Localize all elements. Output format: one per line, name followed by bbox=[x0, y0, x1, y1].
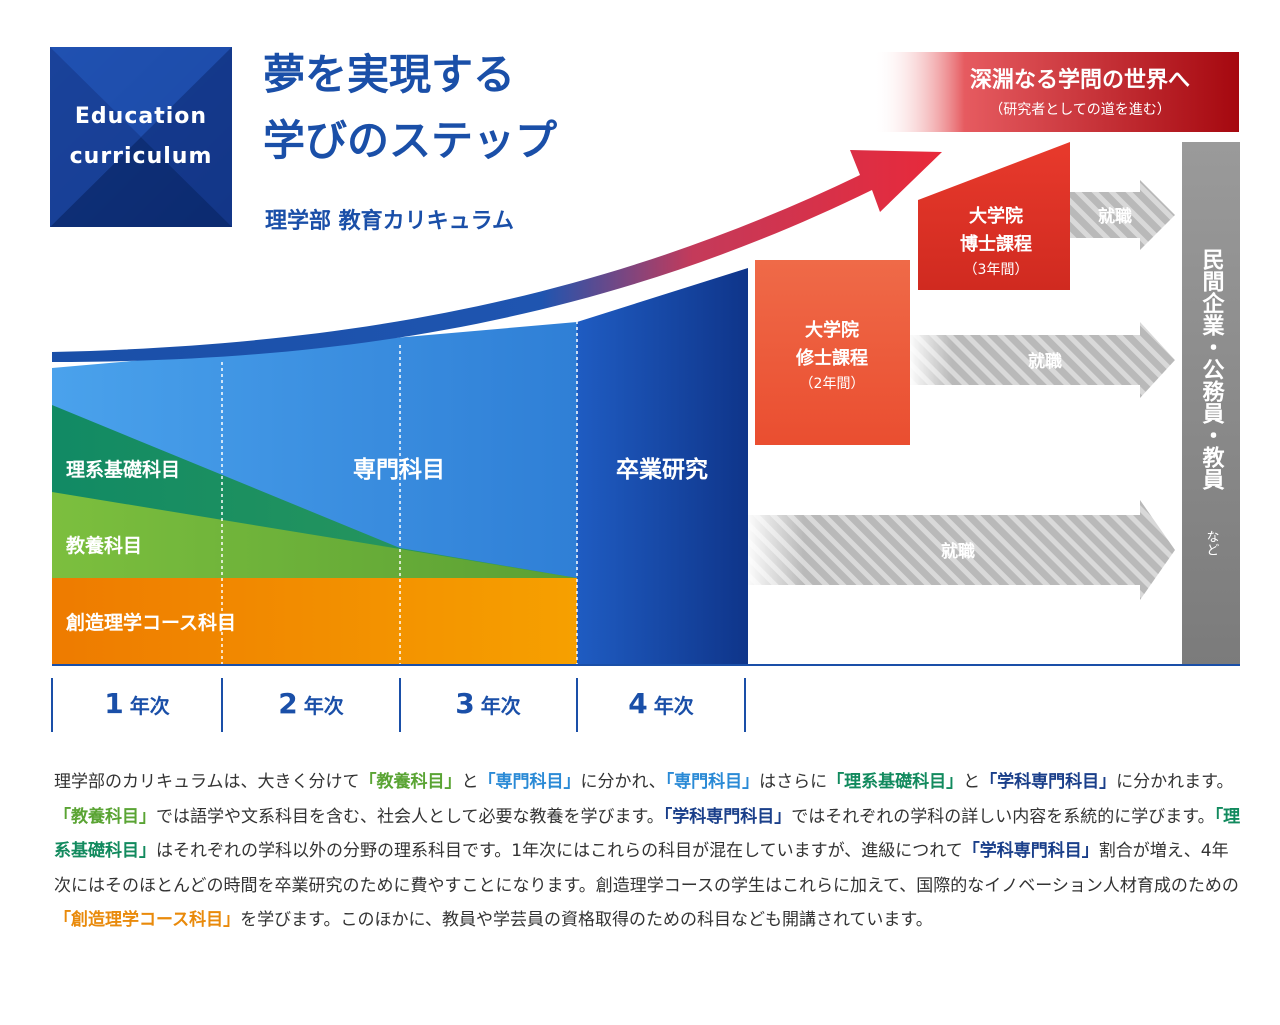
badge-line2: curriculum bbox=[69, 144, 213, 169]
desc-text-9: はそれぞれの学科以外の分野の理系科目です。1年次にはこれらの科目が混在しています… bbox=[156, 841, 963, 861]
liberal-arts-label: 教養科目 bbox=[66, 534, 142, 557]
banner-main-text: 深淵なる学問の世界へ bbox=[970, 67, 1190, 93]
desc-text-6: に分かれます。 bbox=[1116, 772, 1234, 792]
desc-text-11: を学びます。このほかに、教員や学芸員の資格取得のための科目なども開講されています… bbox=[240, 910, 933, 930]
year-2: 2 年次 bbox=[226, 675, 396, 733]
destination-suffix: など bbox=[1204, 530, 1219, 556]
employment-label-bottom: 就職 bbox=[941, 541, 975, 562]
desc-keyword-department: 「学科専門科目」 bbox=[980, 772, 1117, 792]
year-3-num: 3 bbox=[455, 687, 475, 720]
desc-keyword-specialized-2: 「専門科目」 bbox=[665, 772, 760, 792]
desc-keyword-basic-science-2: 「理系基礎科目」 bbox=[54, 806, 1241, 862]
desc-keyword-department-2: 「学科専門科目」 bbox=[663, 806, 792, 827]
desc-text-8: ではそれぞれの学科の詳しい内容を系統的に学びます。 bbox=[791, 806, 1215, 827]
doctoral-line3: （3年間） bbox=[964, 262, 1029, 278]
graduation-research-area bbox=[577, 268, 748, 665]
desc-keyword-department-3: 「学科専門科目」 bbox=[962, 841, 1099, 861]
year-1-unit: 年次 bbox=[129, 694, 170, 718]
desc-keyword-basic-science: 「理系基礎科目」 bbox=[827, 772, 964, 792]
badge-background bbox=[50, 47, 232, 227]
curriculum-description: 理学部のカリキュラムは、大きく分けて「教養科目」と「専門科目」に分かれ、「専門科… bbox=[54, 765, 1244, 938]
year-1: 1 年次 bbox=[52, 675, 222, 733]
creative-course-area bbox=[52, 578, 577, 665]
masters-box bbox=[755, 260, 910, 445]
employment-label-top: 就職 bbox=[1098, 206, 1132, 227]
creative-course-label: 創造理学コース科目 bbox=[66, 611, 236, 634]
employment-arrow-middle bbox=[910, 320, 1175, 402]
doctoral-line2: 博士課程 bbox=[960, 233, 1032, 255]
year-4-num: 4 bbox=[628, 687, 648, 720]
banner-sub-text: （研究者としての道を進む） bbox=[989, 102, 1171, 118]
basic-science-label: 理系基礎科目 bbox=[66, 458, 180, 481]
desc-keyword-creative: 「創造理学コース科目」 bbox=[54, 910, 241, 930]
page-title-line1: 夢を実現する bbox=[263, 50, 516, 99]
desc-text-1: 理学部のカリキュラムは、大きく分けて bbox=[54, 772, 360, 792]
year-3-unit: 年次 bbox=[480, 694, 521, 718]
masters-line3: （2年間） bbox=[800, 376, 865, 392]
desc-text-4: はさらに bbox=[759, 772, 828, 792]
desc-text-10: 割合が増え、4年次にはそのほとんどの時間を卒業研究のために費やすことになります。… bbox=[54, 841, 1239, 896]
desc-keyword-specialized: 「専門科目」 bbox=[478, 772, 581, 792]
masters-line2: 修士課程 bbox=[795, 347, 868, 369]
curriculum-diagram: 理系基礎科目 教養科目 創造理学コース科目 専門科目 卒業研究 深淵なる学問の世… bbox=[51, 52, 1240, 732]
liberal-arts-area bbox=[52, 492, 577, 578]
research-banner bbox=[873, 52, 1239, 132]
destination-bar bbox=[1182, 142, 1240, 665]
graduation-research-label: 卒業研究 bbox=[616, 456, 708, 483]
year-4: 4 年次 bbox=[576, 675, 746, 733]
specialized-label: 専門科目 bbox=[353, 457, 445, 483]
education-curriculum-badge: Education curriculum bbox=[50, 47, 232, 227]
year-3: 3 年次 bbox=[403, 675, 573, 733]
doctoral-box bbox=[918, 142, 1070, 290]
desc-keyword-liberal-arts: 「教養科目」 bbox=[359, 772, 462, 792]
page-subtitle: 理学部 教育カリキュラム bbox=[265, 209, 515, 234]
badge-line1: Education bbox=[74, 104, 208, 129]
masters-line1: 大学院 bbox=[805, 319, 859, 341]
destination-text: 民間企業・公務員・教員 bbox=[1199, 248, 1226, 491]
employment-arrow-bottom bbox=[748, 495, 1175, 605]
employment-arrow-top bbox=[1070, 180, 1175, 250]
desc-text-2: と bbox=[461, 772, 479, 792]
year-2-num: 2 bbox=[278, 687, 298, 720]
year-2-unit: 年次 bbox=[303, 694, 344, 718]
page-title-line2: 学びのステップ bbox=[263, 116, 558, 165]
desc-keyword-liberal-arts-2: 「教養科目」 bbox=[54, 806, 156, 827]
year-1-num: 1 bbox=[104, 687, 124, 720]
desc-text-5: と bbox=[963, 772, 981, 792]
desc-text-7: では語学や文系科目を含む、社会人として必要な教養を学びます。 bbox=[156, 806, 664, 827]
year-4-unit: 年次 bbox=[653, 694, 694, 718]
doctoral-line1: 大学院 bbox=[969, 205, 1023, 227]
desc-text-3: に分かれ、 bbox=[580, 772, 666, 792]
employment-label-middle: 就職 bbox=[1028, 351, 1062, 372]
